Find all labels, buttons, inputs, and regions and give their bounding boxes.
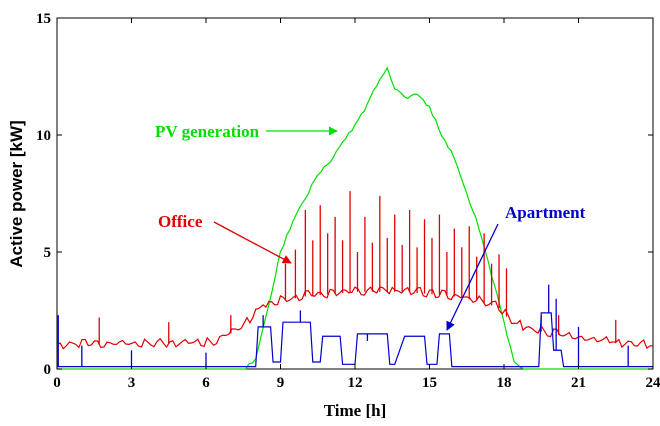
y-tick-label: 5 bbox=[44, 245, 52, 261]
annotation-office: Office bbox=[158, 212, 203, 231]
x-axis-label: Time [h] bbox=[324, 401, 387, 420]
plot-area bbox=[56, 17, 654, 370]
series-pv-generation bbox=[57, 66, 653, 370]
x-tick-label: 9 bbox=[277, 375, 285, 391]
y-tick-label: 15 bbox=[36, 11, 51, 27]
x-tick-label: 12 bbox=[348, 375, 363, 391]
x-tick-label: 18 bbox=[497, 375, 512, 391]
y-axis-label: Active power [kW] bbox=[7, 120, 26, 267]
series-line-pv-generation bbox=[57, 66, 653, 370]
annotation-pv-generation: PV generation bbox=[155, 122, 260, 141]
x-tick-label: 3 bbox=[128, 375, 136, 391]
series-line-apartment bbox=[57, 312, 653, 368]
series-apartment bbox=[57, 284, 653, 368]
annotation-arrow-apartment bbox=[446, 223, 499, 331]
x-tick-label: 6 bbox=[202, 375, 210, 391]
series-office bbox=[56, 191, 654, 350]
series-line-office bbox=[56, 286, 654, 350]
x-tick-label: 0 bbox=[53, 375, 61, 391]
x-tick-label: 21 bbox=[571, 375, 586, 391]
y-tick-label: 10 bbox=[36, 128, 51, 144]
y-tick-label: 0 bbox=[44, 362, 52, 378]
annotation-apartment: Apartment bbox=[505, 203, 586, 222]
annotation-arrow-office bbox=[213, 221, 292, 264]
annotation-layer: PV generation Office Apartment bbox=[155, 122, 586, 331]
series-layer bbox=[56, 66, 654, 370]
x-tick-label: 15 bbox=[422, 375, 437, 391]
ticks-layer: 0 3 6 9 12 15 18 21 24 0 5 10 15 bbox=[36, 11, 660, 391]
x-tick-label: 24 bbox=[646, 375, 660, 391]
